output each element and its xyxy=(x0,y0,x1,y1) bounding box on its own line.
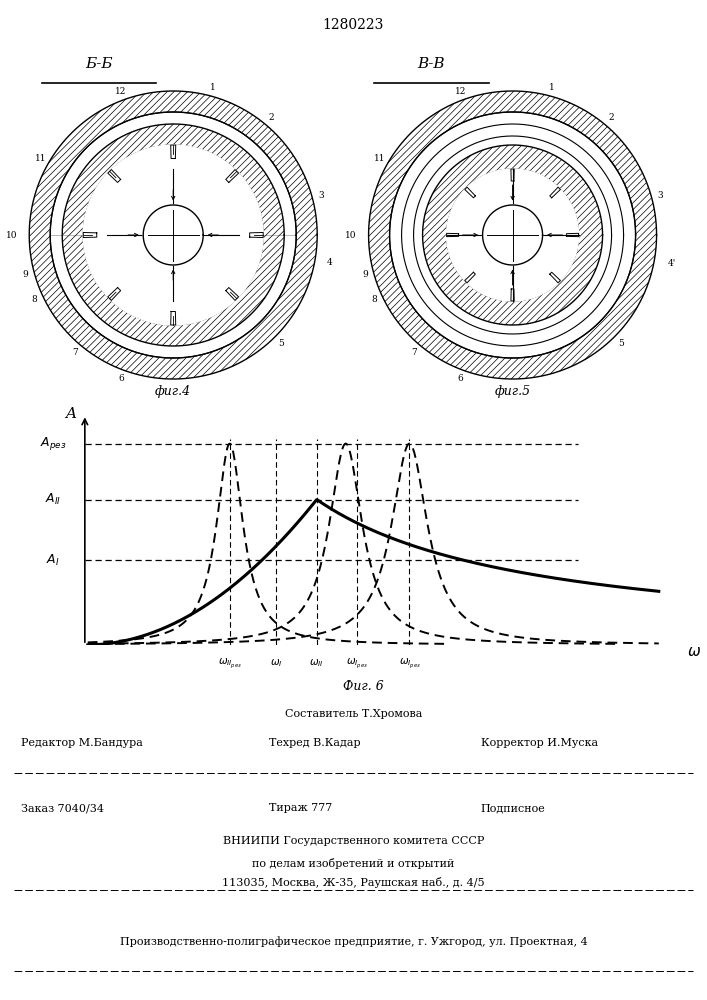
Polygon shape xyxy=(390,112,636,358)
Text: $\omega_I$: $\omega_I$ xyxy=(270,657,283,669)
Text: Техред В.Кадар: Техред В.Кадар xyxy=(269,738,361,748)
Text: 5: 5 xyxy=(279,339,284,348)
Text: $A_{рез}$: $A_{рез}$ xyxy=(40,435,66,452)
Polygon shape xyxy=(226,170,238,182)
Text: 9: 9 xyxy=(23,270,28,279)
Text: Фиг. 6: Фиг. 6 xyxy=(343,680,383,693)
Text: 4: 4 xyxy=(327,258,333,267)
Text: $A_I$: $A_I$ xyxy=(46,552,59,568)
Text: фиг.5: фиг.5 xyxy=(494,385,531,398)
Text: 10: 10 xyxy=(345,231,356,239)
Text: 11: 11 xyxy=(35,154,47,163)
Polygon shape xyxy=(170,311,176,325)
Text: 8: 8 xyxy=(32,295,37,304)
Polygon shape xyxy=(144,205,203,265)
Text: 2: 2 xyxy=(269,113,274,122)
Text: 7: 7 xyxy=(72,348,78,357)
Polygon shape xyxy=(29,91,317,379)
Text: 1: 1 xyxy=(549,83,555,92)
Text: 1: 1 xyxy=(210,83,216,92)
Text: ВНИИПИ Государственного комитета СССР: ВНИИПИ Государственного комитета СССР xyxy=(223,836,484,846)
Polygon shape xyxy=(566,233,578,237)
Text: 3: 3 xyxy=(318,191,324,200)
Text: 113035, Москва, Ж-35, Раушская наб., д. 4/5: 113035, Москва, Ж-35, Раушская наб., д. … xyxy=(222,878,485,888)
Text: фиг.4: фиг.4 xyxy=(155,385,192,398)
Polygon shape xyxy=(226,288,238,300)
Text: 2: 2 xyxy=(608,113,614,122)
Text: Б-Б: Б-Б xyxy=(85,57,113,71)
Polygon shape xyxy=(170,145,176,159)
Text: 6: 6 xyxy=(118,374,124,383)
Text: 12: 12 xyxy=(455,87,466,96)
Text: $\omega_{II_{рез}}$: $\omega_{II_{рез}}$ xyxy=(218,657,242,671)
Text: Заказ 7040/34: Заказ 7040/34 xyxy=(21,803,104,813)
Text: Составитель Т.Хромова: Составитель Т.Хромова xyxy=(285,709,422,719)
Polygon shape xyxy=(108,288,121,300)
Polygon shape xyxy=(50,112,296,358)
Text: 5: 5 xyxy=(618,339,624,348)
Text: 7: 7 xyxy=(411,348,417,357)
Polygon shape xyxy=(368,91,657,379)
Text: 6: 6 xyxy=(457,374,463,383)
Text: $\omega_{II}$: $\omega_{II}$ xyxy=(310,657,324,669)
Text: Корректор И.Муска: Корректор И.Муска xyxy=(481,738,598,748)
Text: $\omega_{I_{рез}}$: $\omega_{I_{рез}}$ xyxy=(399,657,421,671)
Text: $\omega_{I_{рез}}$: $\omega_{I_{рез}}$ xyxy=(346,657,368,671)
Text: Производственно-полиграфическое предприятие, г. Ужгород, ул. Проектная, 4: Производственно-полиграфическое предприя… xyxy=(119,936,588,947)
Polygon shape xyxy=(550,272,561,283)
Text: Редактор М.Бандура: Редактор М.Бандура xyxy=(21,738,143,748)
Text: A: A xyxy=(65,407,76,421)
Text: 4': 4' xyxy=(668,259,676,268)
Polygon shape xyxy=(250,232,263,238)
Text: 12: 12 xyxy=(115,87,127,96)
Text: Тираж 777: Тираж 777 xyxy=(269,803,332,813)
Polygon shape xyxy=(83,145,263,325)
Polygon shape xyxy=(483,205,542,265)
Text: 9: 9 xyxy=(362,270,368,279)
Text: 11: 11 xyxy=(374,154,386,163)
Text: $\omega$: $\omega$ xyxy=(686,645,701,659)
Polygon shape xyxy=(511,169,514,181)
Polygon shape xyxy=(83,232,97,238)
Text: В-В: В-В xyxy=(417,57,445,71)
Text: Подписное: Подписное xyxy=(481,803,546,813)
Text: 1280223: 1280223 xyxy=(323,18,384,32)
Polygon shape xyxy=(447,169,578,301)
Text: 3: 3 xyxy=(658,191,663,200)
Polygon shape xyxy=(447,233,459,237)
Polygon shape xyxy=(464,187,475,198)
Polygon shape xyxy=(464,272,475,283)
Text: 8: 8 xyxy=(371,295,377,304)
Polygon shape xyxy=(550,187,561,198)
Polygon shape xyxy=(511,289,514,301)
Polygon shape xyxy=(108,170,121,182)
Text: 10: 10 xyxy=(6,231,17,239)
Text: $A_{II}$: $A_{II}$ xyxy=(45,492,61,507)
Text: по делам изобретений и открытий: по делам изобретений и открытий xyxy=(252,858,455,869)
